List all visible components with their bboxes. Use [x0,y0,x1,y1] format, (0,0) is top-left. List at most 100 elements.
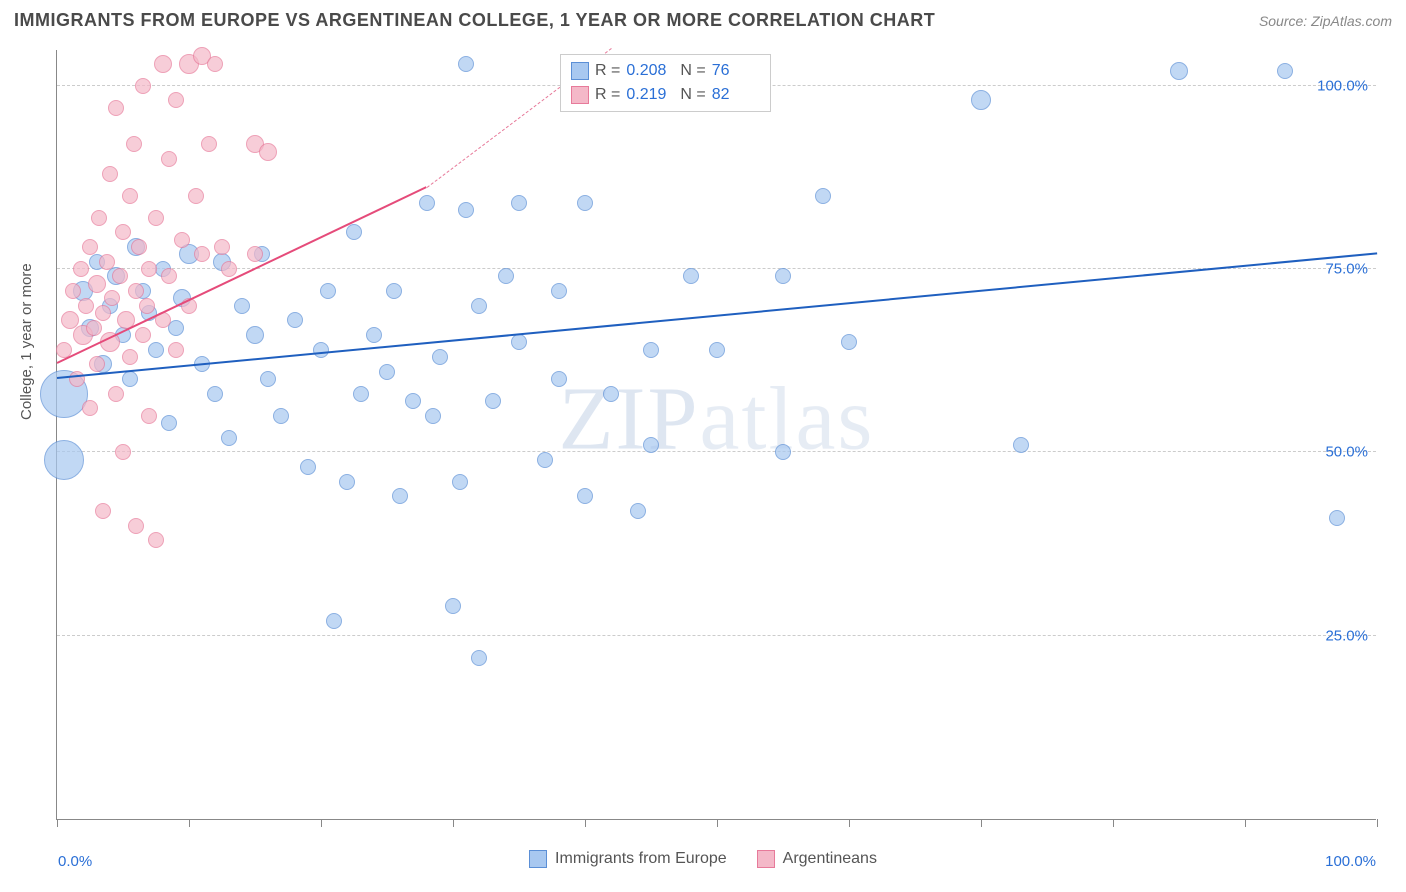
gridline [57,635,1376,636]
data-point [207,56,223,72]
data-point [425,408,441,424]
data-point [69,371,85,387]
y-axis-label: College, 1 year or more [18,263,35,420]
x-tick [585,819,586,827]
y-tick-label: 50.0% [1325,444,1368,461]
legend-stats: R = 0.208 N = 76 R = 0.219 N = 82 [560,54,771,112]
data-point [458,56,474,72]
data-point [1170,62,1188,80]
y-tick-label: 75.0% [1325,261,1368,278]
stat-label: N = [680,83,705,107]
data-point [82,239,98,255]
data-point [122,371,138,387]
stat-value: 82 [712,83,760,107]
stat-value: 76 [712,59,760,83]
data-point [73,261,89,277]
legend-swatch [571,62,589,80]
legend-swatch [529,850,547,868]
data-point [168,342,184,358]
data-point [88,275,106,293]
data-point [392,488,408,504]
data-point [91,210,107,226]
data-point [122,349,138,365]
stat-label: R = [595,83,620,107]
data-point [112,268,128,284]
data-point [405,393,421,409]
data-point [841,334,857,350]
data-point [471,298,487,314]
data-point [161,151,177,167]
data-point [141,408,157,424]
stat-value: 0.208 [626,59,674,83]
source-attribution: Source: ZipAtlas.com [1259,13,1392,29]
x-tick [321,819,322,827]
data-point [815,188,831,204]
legend-stats-row: R = 0.208 N = 76 [571,59,760,83]
data-point [131,239,147,255]
data-point [126,136,142,152]
data-point [247,246,263,262]
data-point [366,327,382,343]
data-point [95,305,111,321]
data-point [346,224,362,240]
x-tick [57,819,58,827]
stat-label: R = [595,59,620,83]
x-tick [189,819,190,827]
data-point [971,90,991,110]
data-point [221,430,237,446]
data-point [168,92,184,108]
data-point [273,408,289,424]
data-point [194,246,210,262]
data-point [458,202,474,218]
x-tick [981,819,982,827]
data-point [108,386,124,402]
data-point [630,503,646,519]
data-point [683,268,699,284]
data-point [1277,63,1293,79]
x-tick [1245,819,1246,827]
data-point [128,283,144,299]
data-point [419,195,435,211]
data-point [99,254,115,270]
x-tick [849,819,850,827]
legend-stats-row: R = 0.219 N = 82 [571,83,760,107]
data-point [214,239,230,255]
data-point [246,326,264,344]
data-point [339,474,355,490]
data-point [89,356,105,372]
legend-bottom: Immigrants from Europe Argentineans [0,850,1406,868]
data-point [201,136,217,152]
legend-item: Immigrants from Europe [529,850,727,868]
data-point [104,290,120,306]
data-point [207,386,223,402]
chart-title: IMMIGRANTS FROM EUROPE VS ARGENTINEAN CO… [14,10,935,31]
data-point [643,437,659,453]
data-point [86,320,102,336]
x-tick [1113,819,1114,827]
data-point [148,342,164,358]
stat-value: 0.219 [626,83,674,107]
data-point [498,268,514,284]
data-point [577,488,593,504]
data-point [775,268,791,284]
data-point [148,532,164,548]
data-point [260,371,276,387]
data-point [511,195,527,211]
stat-label: N = [680,59,705,83]
data-point [551,371,567,387]
data-point [161,415,177,431]
data-point [511,334,527,350]
data-point [108,100,124,116]
y-tick-label: 100.0% [1317,77,1368,94]
data-point [44,440,84,480]
legend-swatch [571,86,589,104]
x-tick [717,819,718,827]
data-point [128,518,144,534]
data-point [65,283,81,299]
trend-line [57,252,1377,379]
data-point [320,283,336,299]
x-tick [453,819,454,827]
data-point [139,298,155,314]
data-point [148,210,164,226]
y-tick-label: 25.0% [1325,627,1368,644]
